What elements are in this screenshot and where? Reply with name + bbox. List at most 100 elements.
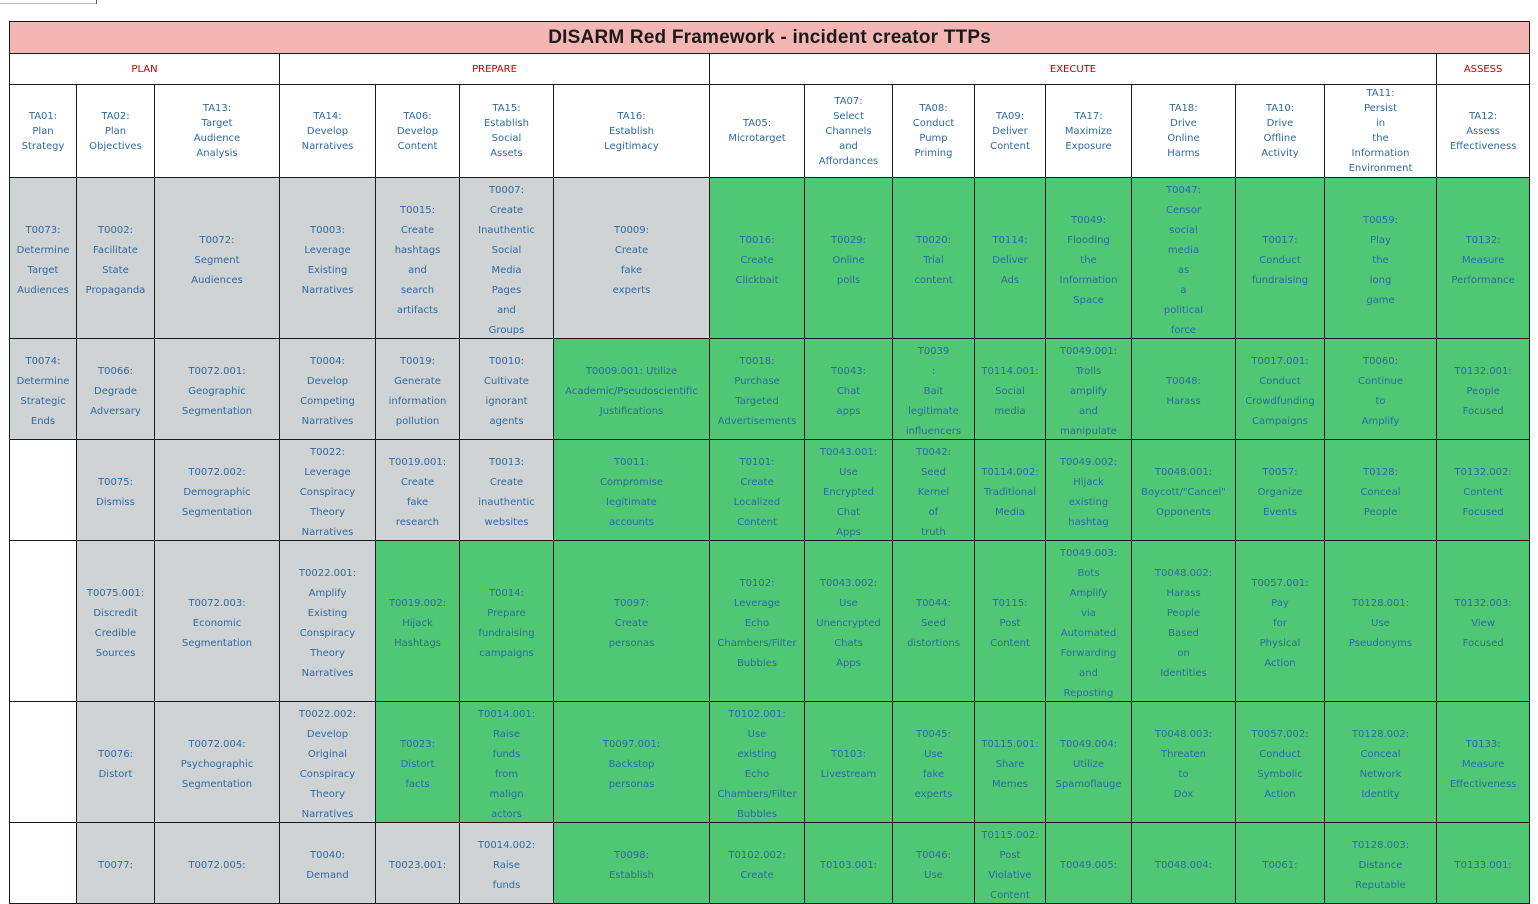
technique-cell[interactable]: T0022: Leverage Conspiracy Theory Narrat… <box>279 439 376 541</box>
technique-cell[interactable]: T0045: Use fake experts <box>892 701 975 823</box>
technique-cell[interactable]: T0023: Distort facts <box>375 701 460 823</box>
technique-cell[interactable]: T0002: Facilitate State Propaganda <box>76 177 155 339</box>
tactic-header[interactable]: TA13: Target Audience Analysis <box>154 84 280 178</box>
technique-cell[interactable]: T0040: Demand <box>279 822 376 904</box>
technique-cell[interactable]: T0097: Create personas <box>553 540 710 702</box>
tactic-header[interactable]: TA08: Conduct Pump Priming <box>892 84 975 178</box>
tactic-header[interactable]: TA11: Persist in the Information Environ… <box>1324 84 1437 178</box>
technique-cell[interactable]: T0102.002: Create <box>709 822 805 904</box>
technique-cell[interactable]: T0042: Seed Kernel of truth <box>892 439 975 541</box>
technique-cell[interactable]: T0049.005: <box>1045 822 1132 904</box>
technique-cell[interactable]: T0075.001: Discredit Credible Sources <box>76 540 155 702</box>
technique-cell[interactable]: T0132.001: People Focused <box>1435 338 1531 440</box>
technique-cell[interactable]: T0097.001: Backstop personas <box>553 701 710 823</box>
tactic-header[interactable]: TA14: Develop Narratives <box>279 84 376 178</box>
technique-cell[interactable]: T0048.003: Threaten to Dox <box>1131 701 1236 823</box>
technique-cell[interactable]: T0014.002: Raise funds <box>459 822 554 904</box>
technique-cell[interactable]: T0101: Create Localized Content <box>709 439 805 541</box>
technique-cell[interactable]: T0043: Chat apps <box>804 338 893 440</box>
technique-cell[interactable]: T0132.002: Content Focused <box>1435 439 1531 541</box>
technique-cell[interactable]: T0022.002: Develop Original Conspiracy T… <box>279 701 376 823</box>
technique-cell[interactable]: T0048.001: Boycott/"Cancel" Opponents <box>1131 439 1236 541</box>
technique-cell[interactable]: T0017.001: Conduct Crowdfunding Campaign… <box>1235 338 1325 440</box>
tactic-header[interactable]: TA09: Deliver Content <box>974 84 1046 178</box>
technique-cell[interactable]: T0015: Create hashtags and search artifa… <box>375 177 460 339</box>
technique-cell[interactable]: T0073: Determine Target Audiences <box>9 177 77 339</box>
technique-cell[interactable]: T0060: Continue to Amplify <box>1324 338 1437 440</box>
technique-cell[interactable]: T0114.002: Traditional Media <box>974 439 1046 541</box>
technique-cell[interactable]: T0003: Leverage Existing Narratives <box>279 177 376 339</box>
technique-cell[interactable]: T0046: Use <box>892 822 975 904</box>
technique-cell[interactable]: T0057.002: Conduct Symbolic Action <box>1235 701 1325 823</box>
technique-cell[interactable]: T0017: Conduct fundraising <box>1235 177 1325 339</box>
technique-cell[interactable]: T0114: Deliver Ads <box>974 177 1046 339</box>
technique-cell[interactable]: T0133: Measure Effectiveness <box>1435 701 1531 823</box>
tactic-header[interactable]: TA18: Drive Online Harms <box>1131 84 1236 178</box>
technique-cell[interactable]: T0076: Distort <box>76 701 155 823</box>
technique-cell[interactable]: T0047: Censor social media as a politica… <box>1131 177 1236 339</box>
technique-cell[interactable]: T0072.002: Demographic Segmentation <box>154 439 280 541</box>
technique-cell[interactable]: T0128: Conceal People <box>1324 439 1437 541</box>
technique-cell[interactable]: T0009: Create fake experts <box>553 177 710 339</box>
technique-cell[interactable]: T0115: Post Content <box>974 540 1046 702</box>
technique-cell[interactable]: T0049.004: Utilize Spamoflauge <box>1045 701 1132 823</box>
technique-cell[interactable]: T0048.004: <box>1131 822 1236 904</box>
technique-cell[interactable]: T0133.001: <box>1435 822 1531 904</box>
technique-cell[interactable]: T0066: Degrade Adversary <box>76 338 155 440</box>
technique-cell[interactable]: T0011: Compromise legitimate accounts <box>553 439 710 541</box>
technique-cell[interactable]: T0103.001: <box>804 822 893 904</box>
technique-cell[interactable]: T0077: <box>76 822 155 904</box>
technique-cell[interactable]: T0048.002: Harass People Based on Identi… <box>1131 540 1236 702</box>
technique-cell[interactable]: T0049: Flooding the Information Space <box>1045 177 1132 339</box>
technique-cell[interactable]: T0029: Online polls <box>804 177 893 339</box>
tactic-header[interactable]: TA07: Select Channels and Affordances <box>804 84 893 178</box>
technique-cell[interactable]: T0049.002: Hijack existing hashtag <box>1045 439 1132 541</box>
technique-cell[interactable]: T0115.002: Post Violative Content <box>974 822 1046 904</box>
technique-cell[interactable]: T0132.003: View Focused <box>1435 540 1531 702</box>
technique-cell[interactable]: T0043.002: Use Unencrypted Chats Apps <box>804 540 893 702</box>
technique-cell[interactable]: T0072.001: Geographic Segmentation <box>154 338 280 440</box>
technique-cell[interactable]: T0072.005: <box>154 822 280 904</box>
technique-cell[interactable]: T0022.001: Amplify Existing Conspiracy T… <box>279 540 376 702</box>
tactic-header[interactable]: TA06: Develop Content <box>375 84 460 178</box>
technique-cell[interactable]: T0057: Organize Events <box>1235 439 1325 541</box>
technique-cell[interactable]: T0004: Develop Competing Narratives <box>279 338 376 440</box>
technique-cell[interactable]: T0019.002: Hijack Hashtags <box>375 540 460 702</box>
technique-cell[interactable]: T0019: Generate information pollution <box>375 338 460 440</box>
technique-cell[interactable]: T0075: Dismiss <box>76 439 155 541</box>
technique-cell[interactable]: T0013: Create inauthentic websites <box>459 439 554 541</box>
technique-cell[interactable]: T0102.001: Use existing Echo Chambers/Fi… <box>709 701 805 823</box>
technique-cell[interactable]: T0061: <box>1235 822 1325 904</box>
technique-cell[interactable]: T0132: Measure Performance <box>1435 177 1531 339</box>
technique-cell[interactable]: T0114.001: Social media <box>974 338 1046 440</box>
technique-cell[interactable]: T0072: Segment Audiences <box>154 177 280 339</box>
technique-cell[interactable]: T0043.001: Use Encrypted Chat Apps <box>804 439 893 541</box>
technique-cell[interactable]: T0023.001: <box>375 822 460 904</box>
technique-cell[interactable]: T0044: Seed distortions <box>892 540 975 702</box>
tactic-header[interactable]: TA17: Maximize Exposure <box>1045 84 1132 178</box>
technique-cell[interactable]: T0128.003: Distance Reputable <box>1324 822 1437 904</box>
technique-cell[interactable]: T0102: Leverage Echo Chambers/Filter Bub… <box>709 540 805 702</box>
tactic-header[interactable]: TA10: Drive Offline Activity <box>1235 84 1325 178</box>
tactic-header[interactable]: TA16: Establish Legitimacy <box>553 84 710 178</box>
technique-cell[interactable]: T0007: Create Inauthentic Social Media P… <box>459 177 554 339</box>
technique-cell[interactable]: T0072.003: Economic Segmentation <box>154 540 280 702</box>
tactic-header[interactable]: TA15: Establish Social Assets <box>459 84 554 178</box>
technique-cell[interactable]: T0018: Purchase Targeted Advertisements <box>709 338 805 440</box>
technique-cell[interactable]: T0049.003: Bots Amplify via Automated Fo… <box>1045 540 1132 702</box>
technique-cell[interactable]: T0059: Play the long game <box>1324 177 1437 339</box>
technique-cell[interactable]: T0072.004: Psychographic Segmentation <box>154 701 280 823</box>
tactic-header[interactable]: TA01: Plan Strategy <box>9 84 77 178</box>
technique-cell[interactable]: T0103: Livestream <box>804 701 893 823</box>
technique-cell[interactable]: T0010: Cultivate ignorant agents <box>459 338 554 440</box>
tactic-header[interactable]: TA05: Microtarget <box>709 84 805 178</box>
technique-cell[interactable]: T0049.001: Trolls amplify and manipulate <box>1045 338 1132 440</box>
technique-cell[interactable]: T0009.001: Utilize Academic/Pseudoscient… <box>553 338 710 440</box>
technique-cell[interactable]: T0039 : Bait legitimate influencers <box>892 338 975 440</box>
tactic-header[interactable]: TA02: Plan Objectives <box>76 84 155 178</box>
technique-cell[interactable]: T0014.001: Raise funds from malign actor… <box>459 701 554 823</box>
technique-cell[interactable]: T0020: Trial content <box>892 177 975 339</box>
technique-cell[interactable]: T0048: Harass <box>1131 338 1236 440</box>
technique-cell[interactable]: T0057.001: Pay for Physical Action <box>1235 540 1325 702</box>
technique-cell[interactable]: T0074: Determine Strategic Ends <box>9 338 77 440</box>
